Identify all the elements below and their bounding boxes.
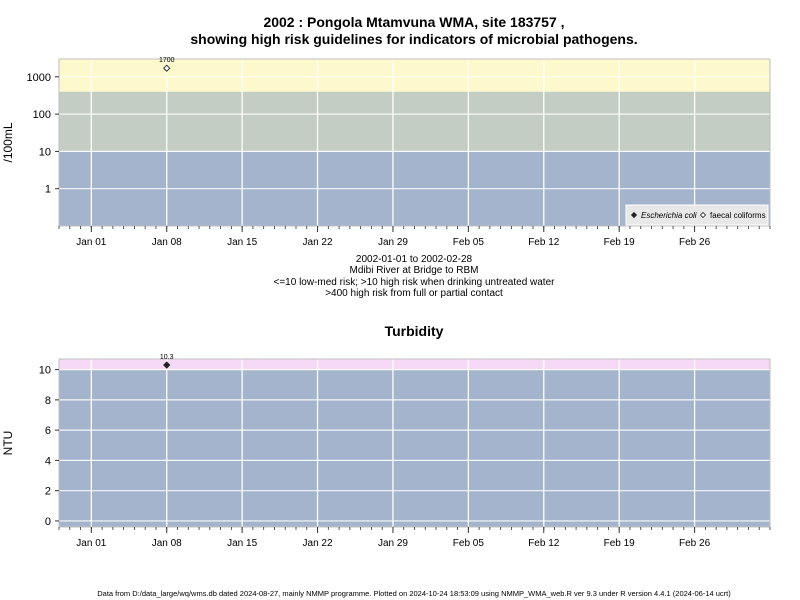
microbial-panel: 1 10 100 1000 Jan 01 Jan 08 Jan 15 Jan 22 Jan 29… [1, 57, 771, 248]
risk-band-1 [59, 91, 770, 152]
risk-band-1 [59, 359, 770, 370]
risk-band-0 [59, 369, 770, 527]
x-tick-label-4: Jan 29 [378, 538, 408, 549]
y-axis-label: /100mL [1, 122, 15, 162]
y-tick-label-4: 8 [45, 395, 51, 407]
chart-title-line2: showing high risk guidelines for indicat… [190, 31, 637, 47]
turbidity-title: Turbidity [385, 323, 444, 339]
legend: Escherichia coli faecal coliforms [625, 204, 769, 226]
subtitle-risk-contact: >400 high risk from full or partial cont… [325, 288, 503, 299]
y-tick-label-1: 10 [39, 146, 51, 158]
data-label-1-0: 1700 [159, 57, 175, 64]
risk-band-2 [59, 59, 770, 92]
y-tick-label-0: 0 [45, 516, 51, 528]
data-label-0-0: 10.3 [160, 354, 174, 361]
x-tick-label-3: Jan 22 [303, 538, 333, 549]
data-point-1-0 [163, 64, 171, 72]
y-tick-label-5: 10 [39, 365, 51, 377]
legend-box [625, 204, 769, 226]
x-tick-label-5: Feb 05 [453, 538, 485, 549]
x-tick-label-6: Feb 12 [528, 237, 560, 248]
legend-label-ecoli: Escherichia coli [641, 211, 697, 220]
y-axis-label: NTU [1, 431, 15, 456]
x-tick-label-7: Feb 19 [604, 237, 636, 248]
x-tick-label-0: Jan 01 [76, 237, 106, 248]
subtitle-site: Mdibi River at Bridge to RBM [350, 265, 479, 276]
x-tick-label-3: Jan 22 [303, 237, 333, 248]
turbidity-panel: 0 2 4 6 8 10 Jan 01 Jan 08 Jan 15 Jan 22 Jan 29 Feb… [1, 354, 771, 549]
subtitle-risk-drinking: <=10 low-med risk; >10 high risk when dr… [274, 277, 556, 288]
chart-title-line1: 2002 : Pongola Mtamvuna WMA, site 183757… [263, 14, 564, 30]
y-tick-label-2: 4 [45, 455, 51, 467]
y-tick-label-2: 100 [33, 109, 51, 121]
x-tick-label-1: Jan 08 [152, 237, 182, 248]
x-tick-label-2: Jan 15 [227, 538, 257, 549]
footer-note: Data from D:/data_large/wq/wms.db dated … [97, 589, 731, 598]
x-tick-label-5: Feb 05 [453, 237, 485, 248]
data-point-0-0 [163, 361, 171, 369]
y-tick-label-3: 1000 [27, 72, 51, 84]
legend-marker-faecal [699, 211, 707, 219]
x-tick-label-6: Feb 12 [528, 538, 560, 549]
x-tick-label-8: Feb 26 [679, 237, 711, 248]
y-tick-label-3: 6 [45, 425, 51, 437]
y-tick-label-1: 2 [45, 486, 51, 498]
x-tick-label-4: Jan 29 [378, 237, 408, 248]
x-tick-label-1: Jan 08 [152, 538, 182, 549]
legend-marker-ecoli [630, 211, 638, 219]
legend-label-faecal: faecal coliforms [710, 211, 766, 220]
x-tick-label-8: Feb 26 [679, 538, 711, 549]
subtitle-date-range: 2002-01-01 to 2002-02-28 [356, 254, 473, 265]
y-tick-label-0: 1 [45, 184, 51, 196]
x-tick-label-7: Feb 19 [604, 538, 636, 549]
x-tick-label-0: Jan 01 [76, 538, 106, 549]
x-tick-label-2: Jan 15 [227, 237, 257, 248]
